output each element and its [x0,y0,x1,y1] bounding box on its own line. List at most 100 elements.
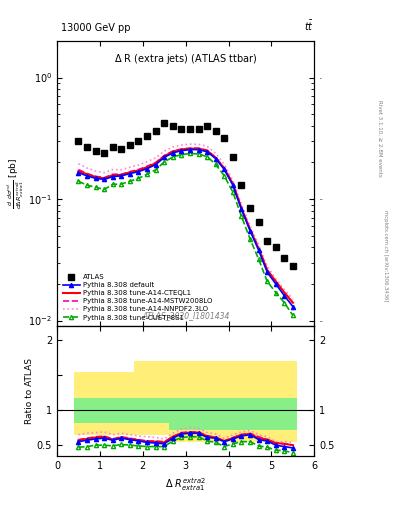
Pythia 8.308 tune-A14-CTEQL1 [274,279,278,285]
ATLAS [171,123,175,129]
Pythia 8.308 tune-A14-NNPDF2.3LO [93,168,98,174]
Text: ATLAS_2020_I1801434: ATLAS_2020_I1801434 [142,311,230,321]
ATLAS [248,204,252,210]
Pythia 8.308 tune-A14-CTEQL1 [76,168,81,174]
ATLAS [153,129,158,135]
Pythia 8.308 tune-CUETP8S1 [213,161,218,167]
Text: $t\bar{t}$: $t\bar{t}$ [305,19,314,33]
Line: Pythia 8.308 tune-A14-CTEQL1: Pythia 8.308 tune-A14-CTEQL1 [79,148,293,303]
Pythia 8.308 tune-CUETP8S1 [239,214,244,220]
Pythia 8.308 tune-A14-NNPDF2.3LO [256,242,261,248]
Pythia 8.308 tune-A14-CTEQL1 [222,165,227,172]
Pythia 8.308 default [162,154,167,160]
Pythia 8.308 tune-CUETP8S1 [110,181,115,187]
Pythia 8.308 tune-A14-CTEQL1 [239,205,244,211]
Pythia 8.308 default [265,269,270,275]
Pythia 8.308 tune-A14-CTEQL1 [153,160,158,166]
Pythia 8.308 tune-A14-CTEQL1 [145,164,149,170]
Pythia 8.308 tune-A14-CTEQL1 [265,267,270,273]
ATLAS [222,135,227,141]
Pythia 8.308 tune-A14-CTEQL1 [136,167,141,174]
Pythia 8.308 tune-A14-MSTW2008LO [213,154,218,160]
Pythia 8.308 tune-CUETP8S1 [145,171,149,177]
Pythia 8.308 tune-A14-CTEQL1 [290,300,295,306]
Pythia 8.308 tune-CUETP8S1 [248,236,252,242]
Pythia 8.308 default [110,174,115,180]
Pythia 8.308 tune-A14-MSTW2008LO [256,244,261,250]
Pythia 8.308 tune-A14-CTEQL1 [231,181,235,187]
Pythia 8.308 tune-CUETP8S1 [187,151,192,157]
Pythia 8.308 tune-A14-CTEQL1 [93,174,98,180]
Pythia 8.308 tune-A14-MSTW2008LO [119,171,124,177]
Pythia 8.308 default [128,170,132,177]
Pythia 8.308 default [213,156,218,162]
Pythia 8.308 tune-CUETP8S1 [205,154,209,160]
ATLAS [196,125,201,132]
Pythia 8.308 tune-CUETP8S1 [274,289,278,295]
Text: mcplots.cern.ch [arXiv:1306.3436]: mcplots.cern.ch [arXiv:1306.3436] [383,210,387,302]
Line: Pythia 8.308 tune-A14-NNPDF2.3LO: Pythia 8.308 tune-A14-NNPDF2.3LO [79,144,293,299]
Pythia 8.308 tune-A14-NNPDF2.3LO [76,161,81,167]
ATLAS [110,143,115,150]
Pythia 8.308 tune-A14-NNPDF2.3LO [222,161,227,167]
Pythia 8.308 tune-A14-MSTW2008LO [136,166,141,173]
Pythia 8.308 tune-CUETP8S1 [119,181,124,187]
ATLAS [102,150,107,156]
ATLAS [274,244,278,250]
Pythia 8.308 tune-A14-NNPDF2.3LO [102,169,107,176]
Pythia 8.308 tune-A14-NNPDF2.3LO [187,141,192,147]
Pythia 8.308 tune-A14-CTEQL1 [171,148,175,155]
ATLAS [256,219,261,225]
Legend: ATLAS, Pythia 8.308 default, Pythia 8.308 tune-A14-CTEQL1, Pythia 8.308 tune-A14: ATLAS, Pythia 8.308 default, Pythia 8.30… [61,272,215,323]
ATLAS [282,254,287,261]
Pythia 8.308 tune-A14-NNPDF2.3LO [196,141,201,147]
Pythia 8.308 default [256,247,261,253]
Pythia 8.308 tune-A14-NNPDF2.3LO [179,142,184,148]
Pythia 8.308 tune-A14-NNPDF2.3LO [136,162,141,168]
Pythia 8.308 tune-CUETP8S1 [128,178,132,184]
Pythia 8.308 tune-CUETP8S1 [84,182,89,188]
Pythia 8.308 tune-A14-MSTW2008LO [102,175,107,181]
ATLAS [265,238,270,244]
ATLAS [136,138,141,144]
Pythia 8.308 tune-A14-NNPDF2.3LO [239,202,244,208]
Pythia 8.308 tune-A14-MSTW2008LO [187,145,192,151]
ATLAS [231,154,235,160]
Pythia 8.308 tune-A14-MSTW2008LO [162,153,167,159]
ATLAS [213,129,218,135]
Pythia 8.308 tune-A14-NNPDF2.3LO [153,155,158,161]
Pythia 8.308 tune-CUETP8S1 [231,189,235,195]
Pythia 8.308 default [119,173,124,179]
Pythia 8.308 tune-A14-MSTW2008LO [222,165,227,171]
Pythia 8.308 default [136,168,141,175]
Pythia 8.308 default [187,146,192,153]
Pythia 8.308 tune-CUETP8S1 [179,152,184,158]
Pythia 8.308 tune-A14-NNPDF2.3LO [145,159,149,165]
Pythia 8.308 tune-A14-CTEQL1 [213,155,218,161]
Pythia 8.308 tune-A14-CTEQL1 [119,172,124,178]
Line: Pythia 8.308 tune-CUETP8S1: Pythia 8.308 tune-CUETP8S1 [76,152,295,317]
ATLAS [128,142,132,148]
Pythia 8.308 tune-A14-CTEQL1 [248,226,252,232]
Pythia 8.308 tune-A14-MSTW2008LO [93,173,98,179]
Pythia 8.308 tune-A14-MSTW2008LO [171,148,175,154]
Pythia 8.308 tune-A14-MSTW2008LO [110,171,115,177]
Line: Pythia 8.308 tune-A14-MSTW2008LO: Pythia 8.308 tune-A14-MSTW2008LO [79,148,293,303]
ATLAS [290,263,295,269]
Pythia 8.308 default [102,176,107,182]
Line: Pythia 8.308 default: Pythia 8.308 default [76,147,295,309]
Pythia 8.308 default [171,150,175,156]
Pythia 8.308 tune-A14-NNPDF2.3LO [282,286,287,292]
Pythia 8.308 default [231,182,235,188]
Pythia 8.308 default [290,304,295,310]
Pythia 8.308 tune-A14-MSTW2008LO [153,159,158,165]
Pythia 8.308 tune-CUETP8S1 [102,186,107,193]
Pythia 8.308 tune-CUETP8S1 [222,173,227,179]
Pythia 8.308 tune-A14-MSTW2008LO [274,279,278,285]
Pythia 8.308 tune-A14-MSTW2008LO [248,226,252,232]
Pythia 8.308 tune-A14-NNPDF2.3LO [274,276,278,282]
Pythia 8.308 default [145,165,149,172]
Text: 13000 GeV pp: 13000 GeV pp [61,23,130,33]
Pythia 8.308 tune-A14-MSTW2008LO [128,168,132,175]
Pythia 8.308 tune-A14-CTEQL1 [179,146,184,153]
